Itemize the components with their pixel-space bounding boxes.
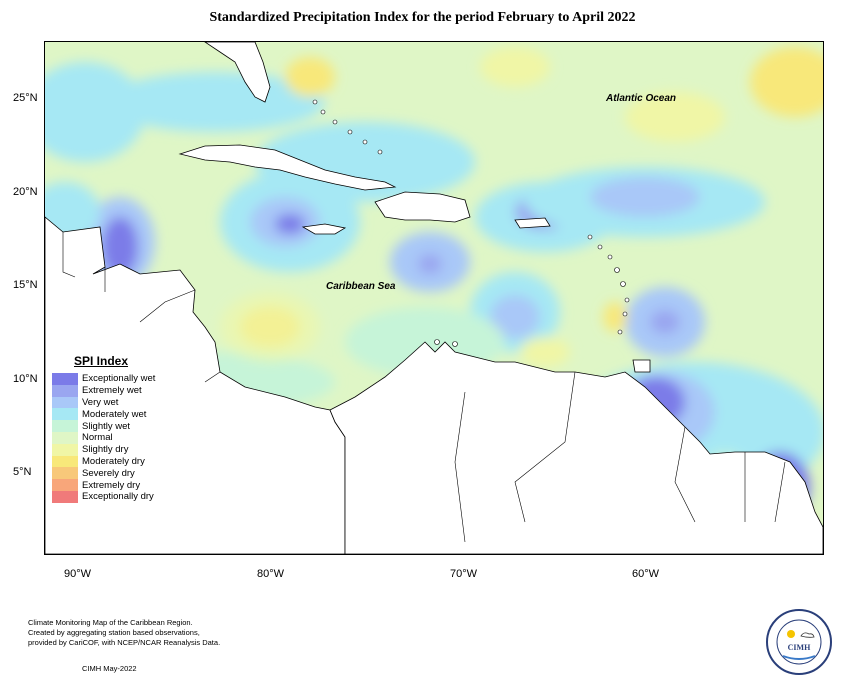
legend-label: Exceptionally wet (82, 373, 156, 385)
spi-legend: SPI Index Exceptionally wet Extremely wet… (52, 354, 158, 503)
legend-label: Slightly dry (82, 444, 129, 456)
legend-item: Slightly dry (52, 443, 158, 456)
lat-label-20n: 20°N (13, 186, 38, 198)
moderately-dry-zone (750, 47, 823, 117)
legend-item: Severely dry (52, 467, 158, 480)
exceptionally-wet-zone (275, 214, 305, 234)
slightly-dry-zone (625, 92, 725, 142)
lon-label-60w: 60°W (632, 568, 660, 580)
hispaniola (374, 191, 471, 223)
spi-map (44, 41, 824, 555)
legend-label: Extremely dry (82, 479, 141, 491)
puerto-rico (514, 217, 551, 229)
slightly-dry-zone (520, 337, 570, 367)
legend-swatch (52, 396, 78, 409)
caribbean-sea-label: Caribbean Sea (326, 281, 396, 292)
legend-swatch (52, 467, 78, 480)
florida (204, 42, 271, 103)
legend-title: SPI Index (74, 354, 129, 368)
jamaica (301, 223, 347, 235)
wet-zone (45, 182, 100, 242)
slightly-dry-zone (480, 47, 550, 87)
land (45, 42, 823, 554)
legend-item: Extremely wet (52, 384, 158, 397)
legend-label: Moderately wet (82, 408, 147, 420)
logo-text: CIMH (788, 643, 811, 652)
moderately-dry-zone (603, 302, 627, 332)
legend-swatch (52, 455, 78, 468)
legend-item: Normal (52, 431, 158, 444)
lesser-antilles (312, 99, 630, 347)
very-wet-zone (590, 177, 700, 217)
lat-label-25n: 25°N (13, 92, 38, 104)
lon-label-70w: 70°W (450, 568, 478, 580)
legend-label: Exceptionally dry (82, 491, 154, 503)
legend-item: Moderately wet (52, 408, 158, 421)
footer-note: Climate Monitoring Map of the Caribbean … (28, 618, 248, 648)
legend-label: Slightly wet (82, 420, 131, 432)
lon-label-80w: 80°W (257, 568, 285, 580)
trinidad (632, 359, 651, 373)
legend-label: Very wet (82, 396, 119, 408)
legend-label: Moderately dry (82, 455, 145, 467)
lat-label-15n: 15°N (13, 279, 38, 291)
extremely-wet-zone (650, 310, 680, 334)
map-title: Standardized Precipitation Index for the… (209, 10, 636, 25)
legend-swatch (52, 384, 78, 397)
very-wet-zone (490, 295, 540, 339)
legend-swatch (52, 443, 78, 456)
legend-item: Exceptionally dry (52, 490, 158, 503)
lon-label-90w: 90°W (64, 568, 92, 580)
legend-item: Extremely dry (52, 479, 158, 491)
legend-label: Normal (82, 432, 113, 444)
legend-item: Very wet (52, 396, 158, 409)
cuba (178, 144, 397, 191)
legend-item: Moderately dry (52, 455, 158, 468)
legend-swatch (52, 490, 78, 503)
legend-rows: Exceptionally wet Extremely wet Very wet Mo… (52, 373, 158, 503)
lat-label-10n: 10°N (13, 373, 38, 385)
legend-item: Exceptionally wet (52, 373, 158, 385)
borders (62, 232, 786, 543)
legend-label: Severely dry (82, 467, 135, 479)
legend-label: Extremely wet (82, 385, 142, 397)
footer-line-3: provided by CariCOF, with NCEP/NCAR Rean… (28, 638, 221, 647)
atlantic-ocean-label: Atlantic Ocean (606, 93, 677, 104)
legend-item: Slightly wet (52, 420, 158, 432)
footer-line-2: Created by aggregating station based obs… (28, 628, 200, 637)
legend-swatch (52, 431, 78, 444)
sun-icon (787, 630, 795, 638)
extremely-wet-zone (418, 254, 442, 274)
south-america (329, 341, 823, 554)
cloud-icon (800, 632, 815, 638)
footer-line-1: Climate Monitoring Map of the Caribbean … (28, 618, 193, 627)
lat-label-5n: 5°N (13, 466, 32, 478)
footer-credit: CIMH May-2022 (82, 664, 137, 673)
slightly-dry-zone (220, 292, 320, 362)
moderately-dry-zone (285, 57, 335, 97)
cimh-logo: CIMH (765, 608, 833, 676)
exceptionally-wet-zone (102, 217, 138, 277)
legend-swatch (52, 408, 78, 421)
legend-swatch (52, 373, 78, 385)
legend-swatch (52, 420, 78, 432)
map-canvas (45, 42, 823, 554)
legend-swatch (52, 479, 78, 491)
